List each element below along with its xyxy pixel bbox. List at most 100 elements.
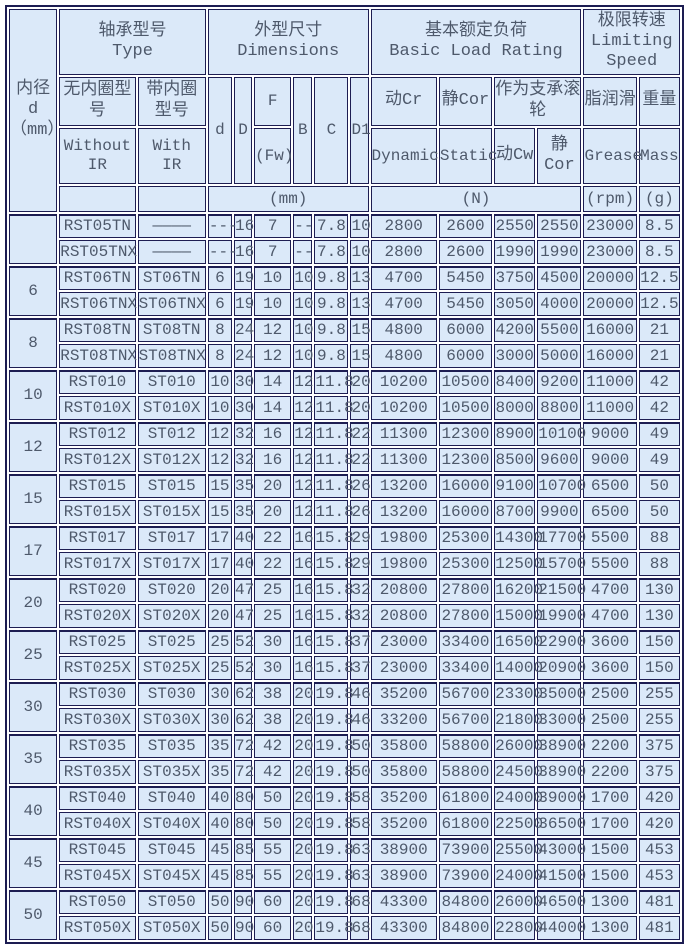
load-dynamic-cw-cell: 23300 xyxy=(494,682,543,706)
dim-D-cell: 85 xyxy=(233,864,254,888)
table-row: RST08TNX ST08TNX 8 24 12 10 9.8 15 4800 6000 3000 5… xyxy=(9,344,680,368)
dim-D1-cell: 63 xyxy=(350,838,371,862)
table-row: 17 RST017 ST017 17 40 22 16 15.8 29 19800 25300 143… xyxy=(9,526,680,576)
speed-grease-cell: 4700 xyxy=(583,604,637,628)
model-with-ir-cell: ST040X xyxy=(137,812,206,836)
dim-C-cell: 9.8 xyxy=(314,266,349,290)
model-without-ir-cell: RST020X xyxy=(59,604,136,628)
speed-grease-cell: 6500 xyxy=(583,500,637,524)
dim-C-cell: 9.8 xyxy=(314,292,349,316)
model-with-ir-cell: ST06TNX xyxy=(137,292,206,316)
load-static-cor-support-cell: 2550 xyxy=(537,214,582,238)
table-row: 12 RST012 ST012 12 32 16 12 11.8 22 11300 12300 890… xyxy=(9,422,680,472)
load-static-cor-support-cell: 15700 xyxy=(537,552,586,576)
dim-C-cell: 11.8 xyxy=(314,396,354,420)
dim-D-cell: 72 xyxy=(233,760,254,784)
dim-D1-cell: 46 xyxy=(350,682,371,706)
load-static-cor-support-cell: 9900 xyxy=(537,500,582,524)
dim-C-cell: 11.8 xyxy=(314,448,354,472)
load-static-cor-cell: 58800 xyxy=(438,734,493,758)
dim-D1-cell: 15 xyxy=(350,318,371,342)
dim-C-cell: 15.8 xyxy=(314,578,354,602)
load-static-cor-support-cell: 1990 xyxy=(537,240,582,264)
speed-grease-cell: 2200 xyxy=(583,734,637,758)
load-dynamic-cr-cell: 35200 xyxy=(370,786,437,810)
load-dynamic-cr-cell: 4700 xyxy=(370,266,437,290)
dim-D-cell: 16 xyxy=(233,214,254,238)
dim-B-cell: 12 xyxy=(293,422,313,446)
model-with-ir-cell: ST025 xyxy=(137,630,206,654)
inner-diameter-cell: 8 xyxy=(9,318,58,368)
dim-B-cell: 20 xyxy=(293,682,313,706)
table-row: 6 RST06TN ST06TN 6 19 10 10 9.8 13 4700 5450 3750 45… xyxy=(9,266,680,316)
dim-B-cell: 16 xyxy=(293,604,313,628)
mass-cell: 375 xyxy=(638,760,680,784)
load-static-cor-cell: 33400 xyxy=(438,630,493,654)
load-dynamic-cr-cell: 38900 xyxy=(370,838,437,862)
load-dynamic-cw-cell: 25500 xyxy=(494,838,543,862)
model-without-ir-cell: RST010 xyxy=(59,370,136,394)
model-without-ir-cell: RST045X xyxy=(59,864,136,888)
dim-B-cell: 10 xyxy=(293,292,313,316)
units-mm: (mm) xyxy=(207,186,369,212)
load-static-cor-cell: 2600 xyxy=(438,214,493,238)
table-row: 45 RST045 ST045 45 85 55 20 19.8 63 38900 73900 255… xyxy=(9,838,680,888)
inner-diameter-cell: 10 xyxy=(9,370,58,420)
dim-D-cell: 62 xyxy=(233,682,254,706)
model-with-ir-cell: ST012X xyxy=(137,448,206,472)
load-static-cor-cell: 73900 xyxy=(438,864,493,888)
load-dynamic-cw-cell: 24000 xyxy=(494,864,543,888)
dim-d-cell: 40 xyxy=(207,786,232,810)
model-with-ir-cell: ST08TNX xyxy=(137,344,206,368)
dim-F-cell: 20 xyxy=(254,500,292,524)
load-static-cor-cell: 6000 xyxy=(438,318,493,342)
dim-D1-cell: 15 xyxy=(350,344,371,368)
table-row: 30 RST030 ST030 30 62 38 20 19.8 46 35200 56700 233… xyxy=(9,682,680,732)
load-dynamic-cw-cell: 3000 xyxy=(494,344,536,368)
dim-F-cell: 60 xyxy=(254,916,292,940)
dim-C-cell: 19.8 xyxy=(314,838,354,862)
model-with-ir-cell: ———— xyxy=(137,240,206,264)
load-dynamic-cr-cell: 20800 xyxy=(370,604,437,628)
dim-F-cell: 55 xyxy=(254,864,292,888)
mass-cell: 12.5 xyxy=(638,266,680,290)
table-row: 25 RST025 ST025 25 52 30 16 15.8 37 23000 33400 165… xyxy=(9,630,680,680)
speed-grease-cell: 16000 xyxy=(583,344,637,368)
dim-C-cell: 19.8 xyxy=(314,734,354,758)
table-row: RST017X ST017X 17 40 22 16 15.8 29 19800 25300 125… xyxy=(9,552,680,576)
load-static-cor-support-cell: 5000 xyxy=(537,344,582,368)
load-static-cor-cell: 27800 xyxy=(438,578,493,602)
dim-F-cell: 50 xyxy=(254,812,292,836)
mass-cell: 88 xyxy=(638,552,680,576)
dim-C-cell: 19.8 xyxy=(314,890,354,914)
load-static-cor-support-cell: 19900 xyxy=(537,604,586,628)
dim-d-cell: 10 xyxy=(207,370,232,394)
dim-B-cell: 16 xyxy=(293,578,313,602)
speed-grease-cell: 20000 xyxy=(583,292,637,316)
load-static-cor-support-cell: 22900 xyxy=(537,630,586,654)
load-static-cor-cell: 25300 xyxy=(438,526,493,550)
dim-F-cell: 60 xyxy=(254,890,292,914)
model-without-ir-cell: RST025 xyxy=(59,630,136,654)
model-with-ir-cell: ST015 xyxy=(137,474,206,498)
header-without-ir-en: Without IR xyxy=(59,128,136,184)
model-with-ir-cell: ST050X xyxy=(137,916,206,940)
load-dynamic-cr-cell: 13200 xyxy=(370,500,437,524)
dim-D1-cell: 58 xyxy=(350,812,371,836)
header-dim-Fw: (Fw) xyxy=(254,128,293,184)
load-static-cor-support-cell: 4500 xyxy=(537,266,582,290)
dim-d-cell: 15 xyxy=(207,474,232,498)
inner-diameter-cell: 12 xyxy=(9,422,58,472)
dim-d-cell: 12 xyxy=(207,448,232,472)
dim-F-cell: 25 xyxy=(254,578,292,602)
mass-cell: 481 xyxy=(638,890,680,914)
units-g: (g) xyxy=(638,186,680,212)
load-dynamic-cw-cell: 8400 xyxy=(494,370,536,394)
dim-d-cell: 20 xyxy=(207,604,232,628)
model-without-ir-cell: RST030X xyxy=(59,708,136,732)
dim-B-cell: 20 xyxy=(293,916,313,940)
speed-grease-cell: 6500 xyxy=(583,474,637,498)
model-without-ir-cell: RST030 xyxy=(59,682,136,706)
mass-cell: 420 xyxy=(638,812,680,836)
